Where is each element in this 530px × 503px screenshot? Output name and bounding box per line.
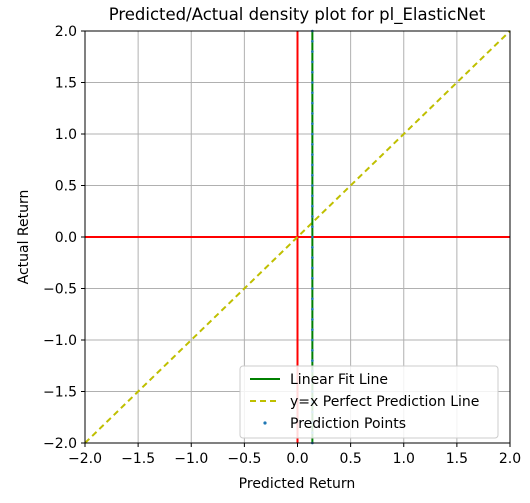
prediction-point [311, 184, 314, 187]
prediction-point [311, 256, 314, 259]
prediction-point [311, 153, 314, 156]
legend-label-linear-fit: Linear Fit Line [290, 372, 388, 388]
x-tick-label: 0.5 [339, 451, 361, 467]
prediction-point [311, 132, 314, 136]
x-tick-label: −2.0 [68, 451, 102, 467]
y-tick-label: 2.0 [55, 24, 77, 40]
legend-box [239, 365, 499, 439]
y-axis-label: Actual Return [16, 190, 32, 285]
y-tick-label: 1.5 [55, 76, 77, 92]
prediction-point [311, 50, 314, 53]
prediction-point [311, 194, 314, 198]
prediction-point [311, 297, 314, 301]
prediction-point [311, 163, 314, 167]
x-axis-ticks: −2.0 −1.5 −1.0 −0.5 0.0 0.5 1.0 1.5 2.0 [68, 443, 521, 467]
prediction-point [311, 215, 314, 218]
perfect-prediction-line [84, 30, 511, 444]
prediction-point [311, 246, 314, 249]
prediction-point [311, 40, 314, 43]
prediction-point [311, 328, 314, 332]
y-tick-label: −1.0 [43, 333, 77, 349]
prediction-point [311, 81, 314, 84]
legend-swatch-prediction-points [263, 421, 267, 425]
prediction-point [311, 70, 314, 74]
y-tick-label: 0.0 [55, 230, 77, 246]
prediction-point [311, 349, 314, 352]
prediction-point [311, 101, 314, 105]
y-tick-label: −2.0 [43, 436, 77, 452]
prediction-point [311, 287, 314, 290]
prediction-point [311, 112, 314, 115]
prediction-point [311, 204, 314, 208]
legend: Linear Fit Line y=x Perfect Prediction L… [239, 365, 499, 439]
prediction-point [311, 173, 314, 177]
x-tick-label: 0.0 [286, 451, 308, 467]
prediction-point [311, 338, 314, 342]
x-axis-label: Predicted Return [239, 476, 356, 492]
prediction-point [311, 359, 314, 362]
prediction-point [311, 235, 314, 239]
y-axis-ticks: −2.0 −1.5 −1.0 −0.5 0.0 0.5 1.0 1.5 2.0 [43, 24, 85, 452]
chart-title: Predicted/Actual density plot for pl_Ela… [109, 5, 486, 25]
x-tick-label: −1.0 [174, 451, 208, 467]
legend-label-prediction-points: Prediction Points [290, 416, 406, 432]
x-tick-label: 1.0 [393, 451, 415, 467]
legend-label-perfect-prediction: y=x Perfect Prediction Line [290, 394, 479, 410]
y-tick-label: −1.5 [43, 385, 77, 401]
x-tick-label: 1.5 [446, 451, 468, 467]
prediction-point [311, 266, 314, 270]
x-tick-label: −1.5 [121, 451, 155, 467]
prediction-point [311, 143, 314, 146]
prediction-point [311, 91, 314, 95]
prediction-point [311, 318, 314, 321]
x-tick-label: −0.5 [227, 451, 261, 467]
y-tick-label: −0.5 [43, 282, 77, 298]
prediction-point [311, 307, 314, 311]
prediction-point [311, 276, 314, 280]
y-tick-label: 0.5 [55, 179, 77, 195]
prediction-point [311, 225, 314, 228]
prediction-point [311, 60, 314, 64]
prediction-point [311, 122, 314, 125]
y-tick-label: 1.0 [55, 127, 77, 143]
x-tick-label: 2.0 [499, 451, 521, 467]
